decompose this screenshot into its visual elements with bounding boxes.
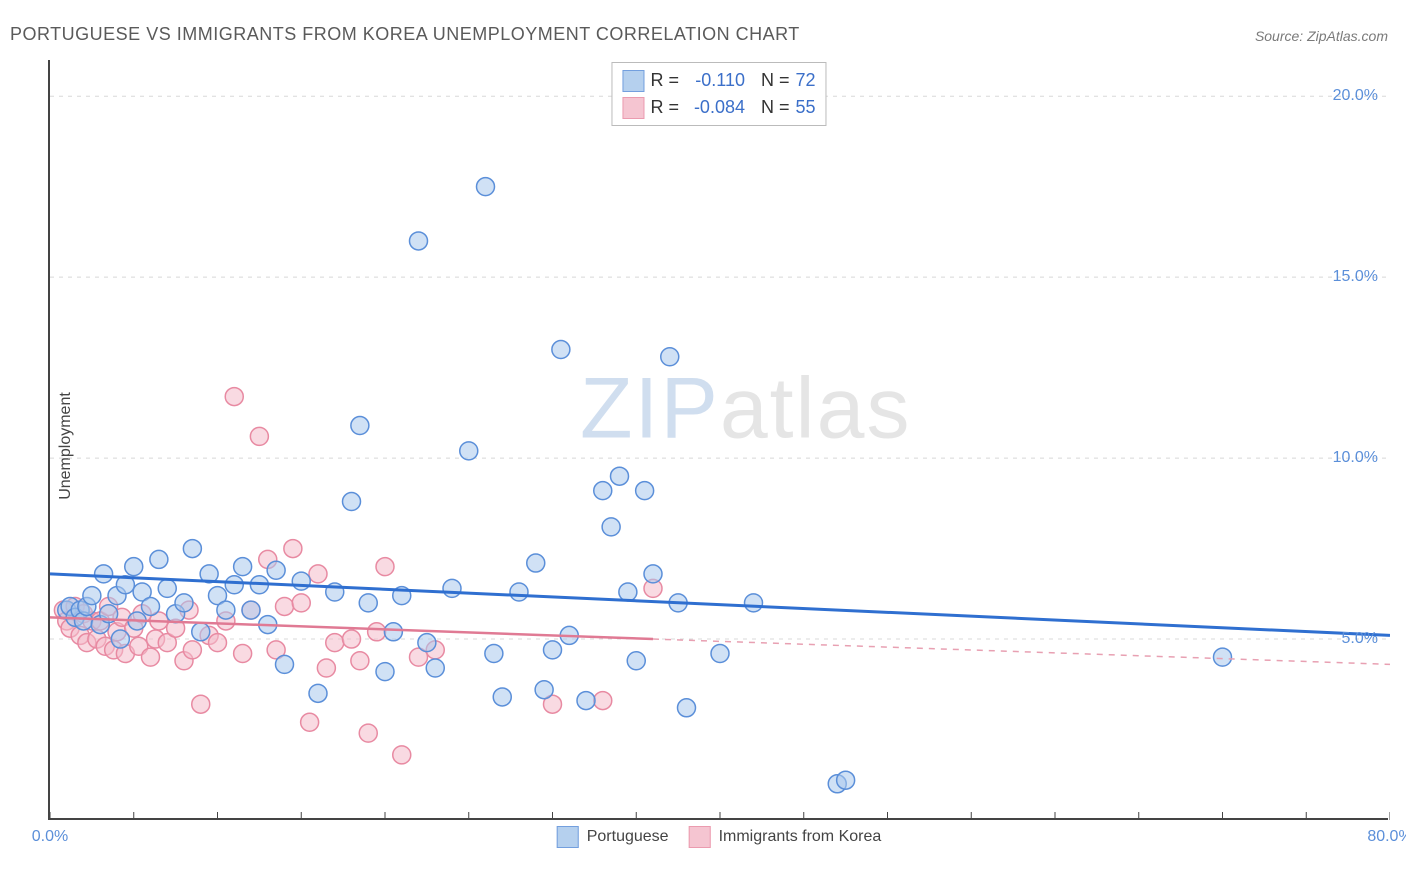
legend-correlation: R =-0.110 N =72 R =-0.084 N =55	[611, 62, 826, 126]
x-tick-label: 0.0%	[32, 828, 68, 846]
legend-row-portuguese: R =-0.110 N =72	[622, 67, 815, 94]
y-tick-label: 5.0%	[1342, 630, 1378, 648]
y-tick-label: 20.0%	[1333, 87, 1378, 105]
chart-title: PORTUGUESE VS IMMIGRANTS FROM KOREA UNEM…	[10, 24, 800, 45]
legend-series: Portuguese Immigrants from Korea	[549, 826, 890, 848]
swatch-icon	[622, 70, 644, 92]
swatch-icon	[557, 826, 579, 848]
series-label: Portuguese	[587, 828, 669, 846]
scatter-plot-svg	[50, 60, 1390, 820]
n-value: 72	[796, 67, 816, 94]
n-value: 55	[796, 94, 816, 121]
swatch-icon	[622, 97, 644, 119]
legend-item-korea: Immigrants from Korea	[689, 826, 882, 848]
r-value: -0.110	[685, 67, 745, 94]
series-label: Immigrants from Korea	[719, 828, 882, 846]
legend-row-korea: R =-0.084 N =55	[622, 94, 815, 121]
legend-item-portuguese: Portuguese	[557, 826, 669, 848]
source-attribution: Source: ZipAtlas.com	[1255, 28, 1388, 44]
chart-area: ZIPatlas R =-0.110N =72R =-0.084N =55 Po…	[48, 60, 1388, 820]
r-value: -0.084	[685, 94, 745, 121]
swatch-icon	[689, 826, 711, 848]
y-tick-label: 15.0%	[1333, 268, 1378, 286]
y-tick-label: 10.0%	[1333, 449, 1378, 467]
n-label: N =	[761, 67, 790, 94]
r-label: R =	[650, 94, 679, 121]
r-label: R =	[650, 67, 679, 94]
n-label: N =	[761, 94, 790, 121]
x-tick-label: 80.0%	[1367, 828, 1406, 846]
